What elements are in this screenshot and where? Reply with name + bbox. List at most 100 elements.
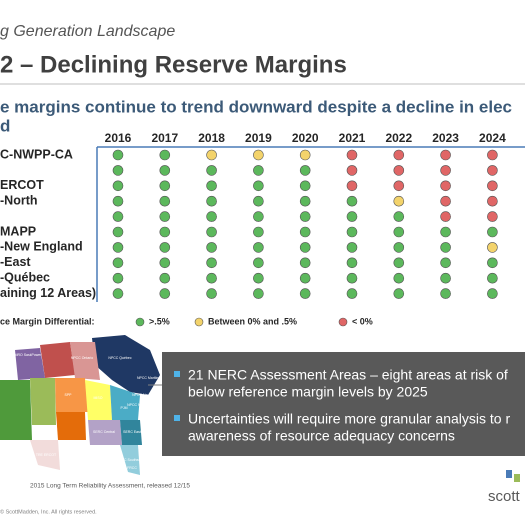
status-dot xyxy=(159,149,171,161)
logo-mark xyxy=(506,470,512,478)
map-labels: NPCC Québec NPCC Ontario NPCC Maritimes NPC… xyxy=(15,353,164,470)
callout-text: 21 NERC Assessment Areas – eight areas a… xyxy=(188,367,508,383)
map-region xyxy=(56,412,86,440)
status-dot xyxy=(112,195,124,207)
status-dot xyxy=(346,165,358,176)
status-dot xyxy=(440,211,451,222)
column-header: 2022 xyxy=(385,131,412,145)
status-dot xyxy=(299,272,311,284)
legend-label: Between 0% and .5% xyxy=(208,316,297,326)
map-region xyxy=(15,348,45,380)
map-label: NPCC New England xyxy=(132,393,164,397)
status-dot xyxy=(112,257,124,269)
column-header: 2020 xyxy=(292,131,319,145)
status-dot xyxy=(206,272,217,284)
status-dot xyxy=(440,226,451,238)
column-header: 2016 xyxy=(105,131,132,145)
bullet-icon xyxy=(174,371,180,377)
status-dot xyxy=(487,149,498,161)
row-label: C-NWPP-CA xyxy=(0,147,73,161)
status-dot xyxy=(112,288,124,299)
status-dot xyxy=(253,226,264,238)
status-dot xyxy=(206,195,217,207)
slide-title: 2 – Declining Reserve Margins xyxy=(0,51,347,78)
status-dot xyxy=(299,180,311,192)
status-dot xyxy=(112,226,124,238)
status-dot xyxy=(159,211,171,222)
bullet-icon xyxy=(174,415,180,421)
status-dot xyxy=(206,242,217,253)
status-dot xyxy=(393,180,405,192)
map-label: SPP xyxy=(64,393,72,397)
table: 2016 2017 2018 2019 2020 2021 2022 2023 2024 C-NW… xyxy=(0,131,506,326)
status-dot xyxy=(112,149,124,161)
logo-mark xyxy=(514,474,520,482)
status-dot xyxy=(159,288,171,299)
status-dot xyxy=(159,272,171,284)
status-dot xyxy=(346,180,358,192)
status-dot xyxy=(393,242,405,253)
status-dot xyxy=(159,180,171,192)
status-dot xyxy=(346,242,358,253)
section-title: g Generation Landscape xyxy=(0,23,175,40)
row-label: -North xyxy=(0,193,38,207)
callout-text: Uncertainties will require more granular… xyxy=(188,411,510,427)
status-dot xyxy=(346,226,358,238)
status-dot xyxy=(253,180,264,192)
map-label: SERC Central xyxy=(93,430,115,434)
copyright: © ScottMadden, Inc. All rights reserved. xyxy=(0,508,97,515)
map-label: FRCC xyxy=(127,466,137,470)
status-dot xyxy=(440,165,451,176)
map-region xyxy=(0,380,32,440)
status-dot xyxy=(299,165,311,176)
legend-title: ce Margin Differential: xyxy=(0,316,95,326)
row-label: ERCOT xyxy=(0,178,44,192)
status-dot xyxy=(393,149,405,161)
status-dot xyxy=(346,211,358,222)
status-dot xyxy=(159,257,171,269)
status-dot xyxy=(206,165,217,176)
map-label: MISO xyxy=(94,396,103,400)
legend-label: >.5% xyxy=(149,316,170,326)
status-dot xyxy=(299,195,311,207)
status-dot xyxy=(440,149,451,161)
map-region xyxy=(120,420,142,445)
callout-text: below reference margin levels by 2025 xyxy=(188,384,428,400)
status-dot xyxy=(299,242,311,253)
status-dot xyxy=(346,272,358,284)
status-dot xyxy=(487,288,498,299)
status-dot xyxy=(206,149,217,161)
status-dot xyxy=(393,195,405,207)
status-dot xyxy=(487,242,498,253)
status-dot xyxy=(487,257,498,269)
status-dot xyxy=(159,242,171,253)
status-dot xyxy=(112,211,124,222)
status-dot xyxy=(440,242,451,253)
column-header: 2017 xyxy=(151,131,178,145)
status-dot xyxy=(393,288,405,299)
map-region xyxy=(55,378,88,412)
subtitle-line: d xyxy=(0,116,10,135)
status-dot xyxy=(206,257,217,269)
column-header: 2019 xyxy=(245,131,272,145)
status-dot xyxy=(346,257,358,269)
status-dot xyxy=(299,226,311,238)
map-region xyxy=(88,420,122,445)
map-label: SERC East xyxy=(123,430,141,434)
column-header: 2018 xyxy=(198,131,225,145)
status-dot xyxy=(440,180,451,192)
status-dot xyxy=(440,272,451,284)
status-dot xyxy=(206,288,217,299)
legend-label: < 0% xyxy=(352,316,373,326)
source-note: 2015 Long Term Reliability Assessment, r… xyxy=(30,483,190,490)
map-region xyxy=(110,385,140,420)
status-dot xyxy=(159,226,171,238)
row-label: aining 12 Areas) xyxy=(0,286,96,300)
status-dot xyxy=(112,272,124,284)
status-dot xyxy=(299,257,311,269)
map-label: NPCC Ontario xyxy=(71,356,93,360)
status-dot xyxy=(487,272,498,284)
row-label: MAPP xyxy=(0,224,36,238)
status-dot xyxy=(299,211,311,222)
legend-dot xyxy=(338,317,348,327)
